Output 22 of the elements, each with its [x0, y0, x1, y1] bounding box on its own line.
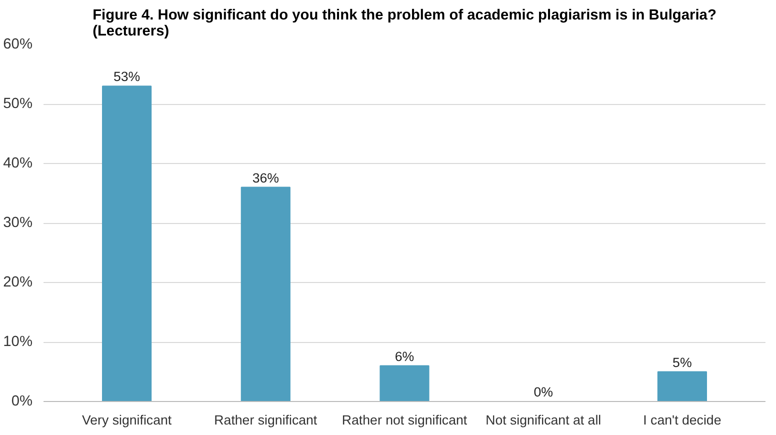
data-label: 6%: [394, 348, 414, 364]
x-tick-label: Very significant: [82, 412, 172, 428]
chart-title: Figure 4. How significant do you think the problem of academic plagiarism is in Bulgaria? (Lecturers): [92, 8, 716, 40]
y-tick-label: 20%: [3, 274, 33, 290]
data-label: 36%: [252, 170, 280, 186]
y-tick-label: 30%: [3, 215, 33, 231]
x-tick-label: Rather significant: [214, 412, 318, 428]
x-tick-label: Rather not significant: [342, 412, 468, 428]
data-label: 0%: [534, 384, 554, 400]
y-tick-label: 50%: [3, 96, 33, 112]
bar: [102, 86, 152, 402]
x-tick-label: Not significant at all: [486, 412, 602, 428]
x-tick-label: I can't decide: [643, 412, 722, 428]
y-tick-label: 40%: [3, 156, 33, 172]
y-tick-label: 0%: [11, 394, 33, 410]
data-label: 53%: [113, 69, 140, 84]
bar: [657, 371, 707, 402]
y-tick-label: 10%: [3, 334, 33, 350]
bar: [380, 365, 430, 402]
y-tick-label: 60%: [3, 36, 33, 52]
bar: [240, 186, 290, 402]
data-label: 5%: [672, 354, 692, 370]
